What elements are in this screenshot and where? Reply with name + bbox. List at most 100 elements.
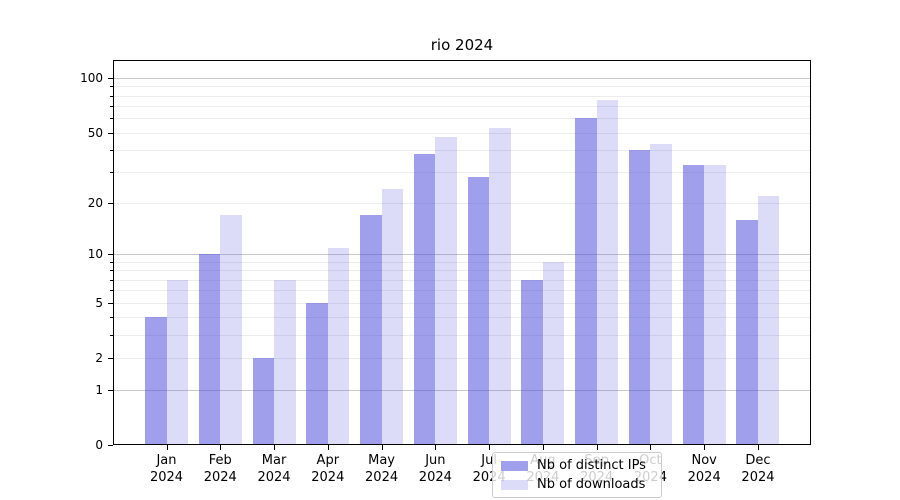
bar-nb-of-downloads-dec	[757, 195, 780, 445]
chart-title: rio 2024	[430, 36, 494, 54]
legend-label-distinct-ips: Nb of distinct IPs	[537, 458, 646, 473]
y-tick-label: 50	[87, 125, 103, 140]
x-tick	[220, 445, 222, 450]
bar-nb-of-downloads-sep	[596, 99, 619, 445]
legend-item-distinct-ips: Nb of distinct IPs	[501, 458, 653, 473]
legend-item-downloads: Nb of downloads	[501, 477, 653, 492]
y-minor-tick	[110, 172, 113, 174]
bar-nb-of-distinct-ips-oct	[628, 149, 651, 445]
bar-nb-of-downloads-may	[381, 189, 404, 445]
x-tick	[650, 445, 652, 450]
legend: Nb of distinct IPs Nb of downloads	[492, 452, 662, 498]
bar-nb-of-downloads-jun	[435, 137, 457, 445]
y-tick	[108, 78, 113, 80]
legend-swatch-distinct-ips-icon	[501, 460, 528, 471]
bar-nb-of-downloads-aug	[542, 262, 565, 445]
y-tick-label: 20	[87, 196, 103, 211]
y-minor-tick	[110, 262, 113, 263]
x-tick-label-may: May 2024	[347, 452, 417, 486]
x-tick-month: Apr	[316, 453, 340, 468]
y-tick-label: 0	[95, 438, 103, 452]
bar-nb-of-distinct-ips-dec	[736, 219, 758, 445]
bar-nb-of-downloads-feb	[220, 215, 242, 445]
x-tick-label-jan: Jan 2024	[132, 452, 202, 486]
x-tick-label-feb: Feb 2024	[185, 452, 255, 486]
bar-nb-of-downloads-oct	[650, 144, 672, 445]
minor-gridline	[113, 203, 811, 205]
minor-gridline	[113, 118, 811, 120]
y-tick-label: 5	[95, 295, 103, 310]
x-tick	[274, 445, 276, 450]
x-tick-year: 2024	[365, 470, 399, 485]
y-tick-label: 1	[95, 382, 103, 397]
y-tick	[108, 254, 113, 256]
x-tick-year: 2024	[149, 470, 184, 485]
bar-nb-of-distinct-ips-mar	[252, 357, 275, 445]
minor-gridline	[113, 302, 811, 304]
x-tick-month: Mar	[261, 453, 287, 468]
bar-nb-of-distinct-ips-may	[360, 215, 382, 445]
bar-nb-of-downloads-jan	[166, 279, 188, 445]
y-minor-tick	[110, 106, 113, 108]
y-minor-tick	[110, 317, 113, 319]
x-tick	[757, 445, 759, 450]
y-minor-tick	[110, 334, 113, 336]
minor-gridline	[113, 357, 811, 359]
y-minor-tick	[110, 149, 113, 151]
minor-gridline	[113, 262, 811, 263]
x-tick	[489, 445, 491, 450]
bar-nb-of-distinct-ips-nov	[682, 164, 705, 445]
minor-gridline	[113, 172, 811, 174]
x-tick-label-apr: Apr 2024	[293, 452, 363, 486]
x-tick-year: 2024	[257, 470, 291, 485]
x-tick-month: May	[368, 453, 396, 468]
x-tick	[542, 445, 544, 450]
y-tick-label: 2	[95, 350, 103, 365]
bar-nb-of-distinct-ips-feb	[198, 254, 221, 445]
x-tick-label-dec: Dec 2024	[723, 452, 793, 486]
bar-nb-of-distinct-ips-apr	[306, 302, 328, 445]
x-tick	[327, 445, 329, 450]
y-tick-label: 10	[87, 247, 103, 262]
y-minor-tick	[110, 279, 113, 281]
minor-gridline	[113, 317, 811, 319]
x-tick	[166, 445, 168, 450]
x-tick-year: 2024	[203, 470, 237, 485]
minor-gridline	[113, 290, 811, 292]
x-tick-month: Nov	[691, 453, 717, 468]
major-gridline	[113, 78, 811, 80]
x-tick	[704, 445, 706, 450]
bar-nb-of-distinct-ips-aug	[521, 279, 543, 445]
bar-nb-of-distinct-ips-jan	[145, 317, 167, 445]
x-tick-label-nov: Nov 2024	[669, 452, 739, 486]
x-tick	[381, 445, 383, 450]
x-tick-year: 2024	[687, 470, 721, 485]
y-minor-tick	[110, 86, 113, 88]
bar-nb-of-distinct-ips-sep	[575, 118, 597, 445]
major-gridline	[113, 254, 811, 256]
minor-gridline	[113, 106, 811, 108]
y-minor-tick	[110, 95, 113, 97]
minor-gridline	[113, 86, 811, 88]
x-tick-month: Feb	[208, 453, 232, 468]
bar-nb-of-downloads-nov	[704, 164, 726, 445]
x-tick-year: 2024	[418, 470, 452, 485]
legend-swatch-downloads-icon	[501, 479, 528, 490]
y-minor-tick	[110, 290, 113, 292]
y-minor-tick	[110, 118, 113, 120]
x-tick	[596, 445, 598, 450]
x-tick-month: Dec	[745, 453, 771, 468]
y-tick	[108, 302, 113, 304]
y-tick	[108, 132, 113, 134]
plot-area: Nb of distinct IPs Nb of downloads	[113, 60, 811, 498]
x-tick-month: Jan	[156, 453, 177, 468]
minor-gridline	[113, 132, 811, 134]
x-tick-year: 2024	[311, 470, 345, 485]
minor-gridline	[113, 334, 811, 336]
bar-nb-of-downloads-mar	[274, 279, 296, 445]
y-tick	[108, 389, 113, 391]
y-tick	[108, 445, 113, 446]
minor-gridline	[113, 149, 811, 151]
y-tick	[108, 357, 113, 359]
x-tick-label-mar: Mar 2024	[239, 452, 309, 486]
